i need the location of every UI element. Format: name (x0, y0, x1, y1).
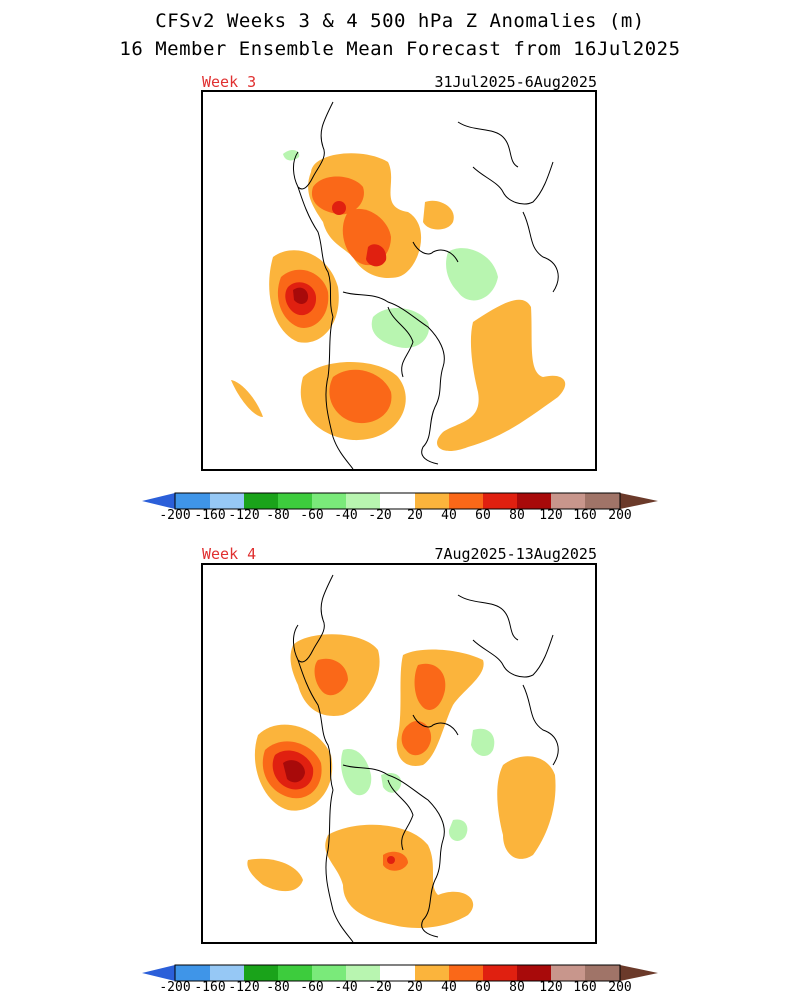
colorbar-2-tick: 20 (407, 980, 423, 995)
colorbar-2-tick: -60 (300, 980, 324, 995)
colorbar-1-swatches (142, 492, 658, 510)
week-4-anomaly-map (201, 563, 597, 944)
colorbar-1-tick: 80 (509, 508, 525, 523)
colorbar-2-tick: -160 (194, 980, 226, 995)
colorbar-1-tick: -120 (228, 508, 260, 523)
colorbar-2-tick: -20 (368, 980, 392, 995)
chart-title: CFSv2 Weeks 3 & 4 500 hPa Z Anomalies (m… (155, 10, 645, 32)
colorbar-1-tick: -80 (266, 508, 290, 523)
chart-subtitle: 16 Member Ensemble Mean Forecast from 16… (119, 38, 681, 60)
colorbar-1-tick: -40 (334, 508, 358, 523)
panel-2-week-label: Week 4 (202, 545, 257, 563)
colorbar-2-tick: -80 (266, 980, 290, 995)
colorbar-1-tick: 200 (608, 508, 632, 523)
colorbar-2-tick: 160 (573, 980, 597, 995)
colorbar-2-swatches (142, 964, 658, 982)
colorbar-1-tick: 120 (539, 508, 563, 523)
colorbar-2-tick: 40 (441, 980, 457, 995)
colorbar-2-tick: -120 (228, 980, 260, 995)
week-3-map-svg (231, 101, 566, 469)
colorbar-2-tick: -200 (159, 980, 191, 995)
panel-1-week-label: Week 3 (202, 73, 257, 91)
colorbar-2-tick: -40 (334, 980, 358, 995)
colorbar-1: -200 -160 -120 -80 -60 -40 -20 20 40 60 … (142, 492, 658, 532)
colorbar-1-tick: -60 (300, 508, 324, 523)
colorbar-2-tick: 60 (475, 980, 491, 995)
panel-1-date-range: 31Jul2025-6Aug2025 (434, 73, 597, 91)
colorbar-2-tick: 120 (539, 980, 563, 995)
colorbar-1-tick: -200 (159, 508, 191, 523)
colorbar-2: -200 -160 -120 -80 -60 -40 -20 20 40 60 … (142, 964, 658, 1004)
colorbar-1-tick: 20 (407, 508, 423, 523)
colorbar-2-tick: 80 (509, 980, 525, 995)
colorbar-1-tick: 60 (475, 508, 491, 523)
panel-2-date-range: 7Aug2025-13Aug2025 (434, 545, 597, 563)
colorbar-1-tick: 160 (573, 508, 597, 523)
colorbar-1-tick: -160 (194, 508, 226, 523)
week-3-anomaly-map (201, 90, 597, 471)
colorbar-2-tick: 200 (608, 980, 632, 995)
colorbar-1-tick: -20 (368, 508, 392, 523)
week-4-map-svg (247, 574, 559, 942)
colorbar-1-tick: 40 (441, 508, 457, 523)
